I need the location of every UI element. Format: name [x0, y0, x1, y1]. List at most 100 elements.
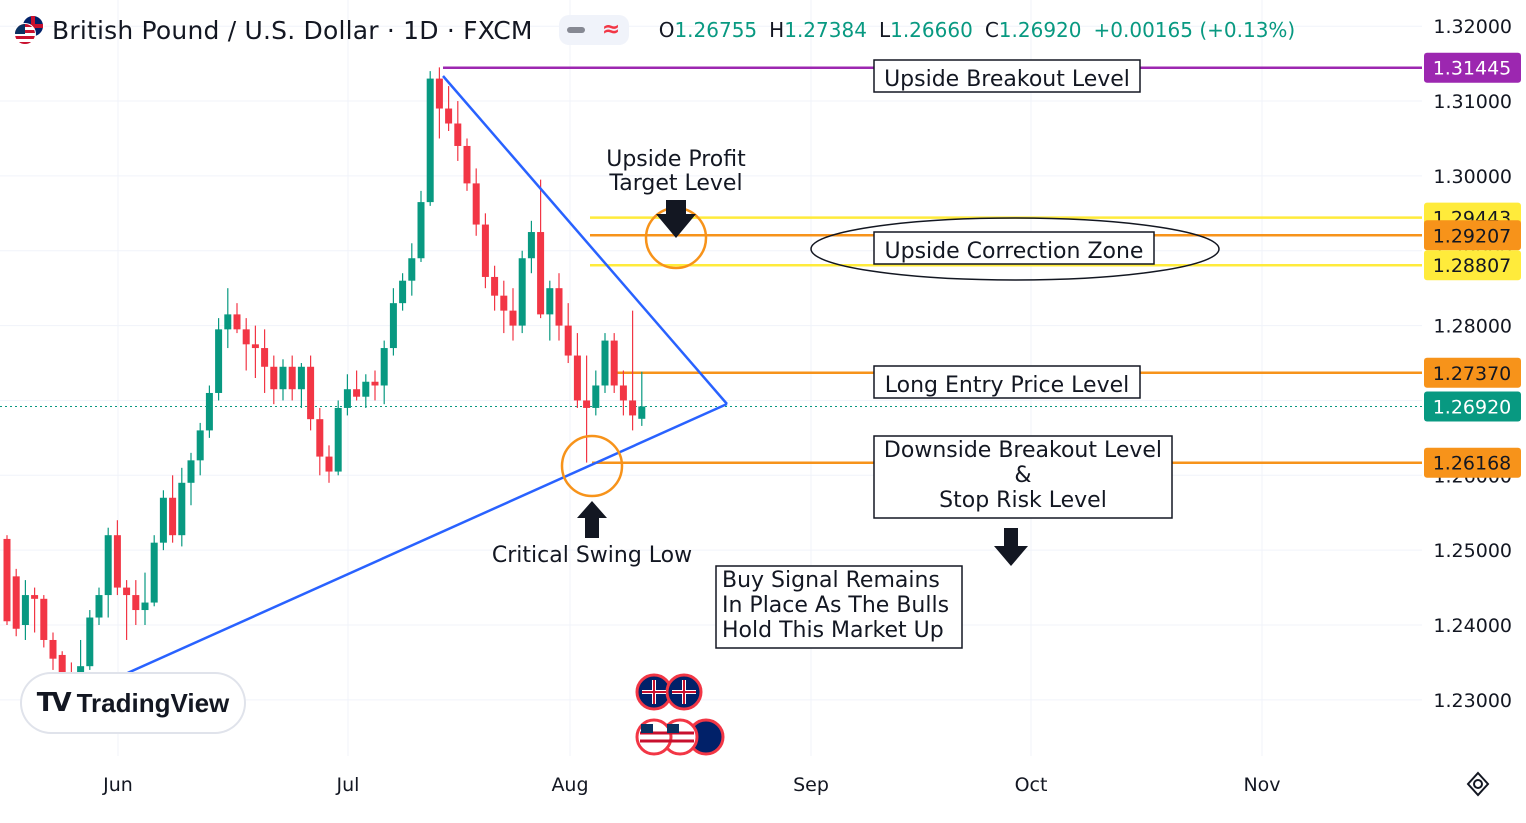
candle-body — [426, 78, 434, 203]
correction-zone-label-text: Upside Correction Zone — [885, 239, 1144, 264]
candle-body — [399, 280, 407, 304]
candle-body — [518, 258, 526, 326]
candle-body — [638, 406, 646, 419]
currency-flags — [635, 673, 725, 756]
tradingview-logo[interactable]: TV TradingView — [22, 674, 244, 732]
candle-body — [251, 344, 259, 349]
candle-body — [527, 232, 535, 259]
candle — [178, 467, 186, 547]
price-label-text: 1.27370 — [1433, 363, 1512, 385]
candle-body — [334, 407, 342, 472]
candle-body — [583, 400, 591, 408]
candle — [215, 318, 223, 401]
candle — [31, 587, 39, 633]
candle-body — [40, 598, 48, 640]
candle — [187, 452, 195, 506]
candle-body — [215, 329, 223, 393]
candle-body — [86, 617, 94, 667]
x-tick-label: Jul — [336, 774, 360, 796]
candle — [399, 273, 407, 311]
lower-trendline — [111, 402, 728, 682]
candle-body — [325, 456, 333, 472]
x-tick-label: Jun — [102, 774, 133, 796]
candle-body — [389, 303, 397, 349]
candle-body — [472, 183, 480, 225]
candle-body — [417, 202, 425, 259]
candle — [491, 265, 499, 311]
swing-low-label-text: Critical Swing Low — [492, 543, 692, 568]
candle — [564, 303, 572, 364]
profit-target-label-text: Upside Profit — [606, 147, 746, 172]
candle — [371, 370, 379, 401]
price-label-text: 1.26920 — [1433, 396, 1512, 418]
candle — [40, 595, 48, 648]
candle — [592, 370, 600, 416]
symbol-header: British Pound / U.S. Dollar · 1D · FXCM … — [14, 12, 1295, 48]
price-label-box — [1424, 250, 1521, 281]
candle — [481, 213, 489, 289]
candle-body — [509, 310, 517, 326]
candle — [49, 632, 57, 670]
time-axis[interactable]: Jun Jul Aug Sep Oct Nov — [102, 774, 1280, 796]
y-tick-label: 1.32000 — [1433, 16, 1512, 38]
upside-breakout-label-text: Upside Breakout Level — [884, 67, 1130, 92]
minus-icon[interactable] — [567, 27, 586, 33]
candle-body — [187, 460, 195, 483]
candle-body — [564, 325, 572, 356]
candle-body — [573, 355, 581, 401]
swing-low-circle — [560, 434, 624, 498]
candle — [583, 355, 591, 463]
candle — [362, 374, 370, 408]
candle-body — [481, 224, 489, 277]
tradingview-wordmark: TradingView — [76, 687, 230, 718]
long-entry-label-text: Long Entry Price Level — [885, 373, 1130, 398]
y-tick-label: 1.24000 — [1433, 615, 1512, 637]
price-label-box — [1424, 357, 1521, 388]
candle-body — [233, 314, 241, 330]
candle-body — [3, 538, 11, 622]
candle — [150, 535, 158, 607]
candle-body — [21, 595, 29, 626]
buy-signal-label-text: Buy Signal Remains — [722, 568, 940, 593]
candle — [353, 370, 361, 401]
x-tick-label: Aug — [551, 774, 588, 796]
candle-body — [224, 314, 232, 330]
candle — [123, 580, 131, 640]
candle — [224, 288, 232, 349]
candle-body — [380, 348, 388, 386]
candle — [113, 520, 121, 596]
candle — [325, 445, 333, 483]
y-tick-label: 1.31000 — [1433, 91, 1512, 113]
candle — [435, 67, 443, 139]
x-tick-label: Sep — [793, 774, 829, 796]
candle — [169, 475, 177, 543]
candle — [233, 303, 241, 334]
candle — [86, 610, 94, 670]
candle-body — [95, 595, 103, 618]
price-label-box — [1424, 447, 1521, 478]
candle — [251, 325, 259, 378]
downside-arrow-down-icon — [994, 528, 1028, 566]
x-tick-label: Oct — [1015, 774, 1048, 796]
candle-body — [123, 587, 131, 596]
candle — [454, 101, 462, 161]
candle — [619, 370, 627, 416]
candle — [638, 371, 646, 426]
candle — [417, 190, 425, 262]
swing-low-arrow-up-icon — [577, 501, 607, 538]
settings-icon[interactable] — [1464, 770, 1492, 798]
candle-body — [159, 497, 167, 543]
price-label-text: 1.26168 — [1433, 453, 1512, 475]
candle — [389, 288, 397, 356]
symbol-title[interactable]: British Pound / U.S. Dollar · 1D · FXCM — [52, 15, 533, 45]
candle — [573, 333, 581, 408]
candle — [537, 179, 545, 319]
price-label-text: 1.31445 — [1433, 58, 1512, 80]
candle — [408, 243, 416, 296]
candle — [518, 250, 526, 334]
wave-icon[interactable]: ≈ — [601, 17, 621, 42]
candle-body — [619, 385, 627, 401]
candle-body — [537, 232, 545, 315]
indicator-pill[interactable]: ≈ — [558, 15, 629, 45]
